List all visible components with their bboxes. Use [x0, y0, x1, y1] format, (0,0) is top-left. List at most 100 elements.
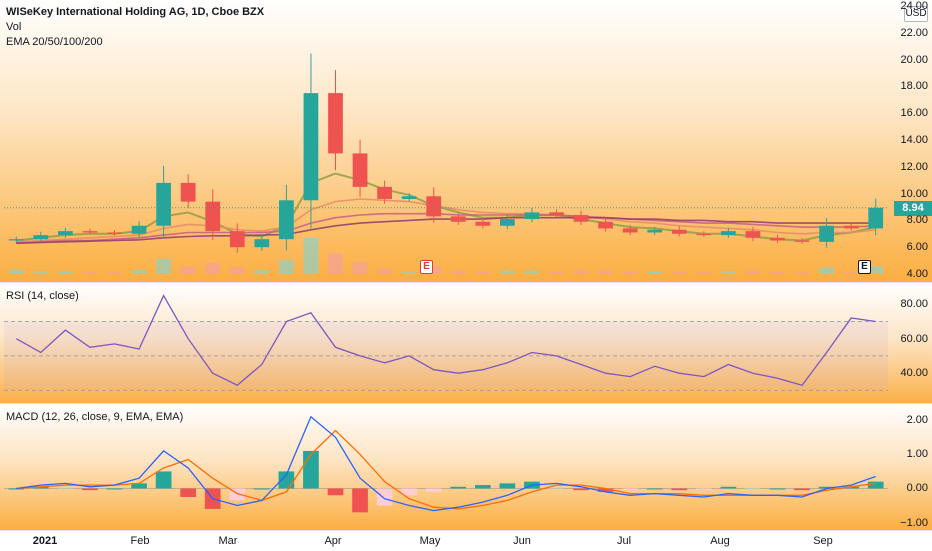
- volume-bar: [8, 269, 24, 274]
- volume-bar: [450, 270, 466, 274]
- candle: [868, 207, 884, 229]
- earnings-marker[interactable]: E: [420, 260, 433, 274]
- volume-bar: [843, 271, 859, 274]
- macd-histogram-bar: [352, 488, 368, 513]
- candle: [819, 225, 834, 242]
- volume-bar: [377, 268, 392, 274]
- pane-separator[interactable]: [0, 403, 932, 404]
- rsi-label: RSI (14, close): [6, 290, 79, 302]
- candle: [82, 231, 98, 233]
- volume-bar: [328, 253, 343, 274]
- volume-bar: [868, 266, 884, 274]
- volume-bar: [279, 260, 294, 274]
- volume-bar: [33, 271, 49, 274]
- rsi-axis-tick: 60.00: [900, 332, 928, 345]
- macd-line: [16, 415, 876, 512]
- macd-histogram-bar: [548, 486, 565, 489]
- price-axis-tick: 8.00: [906, 214, 928, 227]
- macd-chart[interactable]: [0, 404, 932, 530]
- price-axis-tick: 4.00: [906, 268, 928, 280]
- candle: [500, 219, 515, 226]
- time-axis-label: Aug: [710, 535, 730, 547]
- macd-histogram-bar: [180, 488, 197, 497]
- time-axis-label: Jul: [616, 535, 632, 547]
- candle: [229, 231, 245, 248]
- candle: [721, 231, 736, 236]
- macd-histogram-bar: [327, 488, 344, 496]
- candle: [107, 232, 122, 234]
- candle: [647, 229, 663, 233]
- macd-histogram-bar: [253, 488, 270, 490]
- rsi-chart[interactable]: [0, 283, 932, 403]
- macd-histogram-bar: [622, 488, 639, 491]
- currency-badge[interactable]: USD: [904, 6, 928, 22]
- time-axis-label: May: [419, 535, 441, 547]
- macd-axis-tick: 2.00: [906, 414, 928, 427]
- macd-histogram-bar: [843, 486, 860, 489]
- volume-bar: [107, 272, 122, 274]
- candle: [450, 216, 466, 222]
- candle: [770, 237, 785, 241]
- rsi-line: [15, 294, 876, 386]
- macd-histogram-bar: [376, 488, 393, 506]
- pane-separator[interactable]: [0, 282, 932, 283]
- candle: [671, 229, 687, 234]
- volume-bar: [229, 267, 245, 274]
- macd-histogram-bar: [106, 488, 123, 490]
- macd-histogram-bar: [794, 488, 810, 491]
- price-axis-tick: 12.00: [900, 160, 928, 173]
- volume-bar: [205, 263, 221, 274]
- time-axis[interactable]: 2021 Feb Mar Apr May Jun Jul Aug Sep: [0, 530, 932, 551]
- volume-bar: [58, 271, 73, 274]
- macd-histogram-bar: [131, 483, 147, 489]
- price-chart[interactable]: [0, 0, 932, 282]
- price-axis[interactable]: USD: [890, 0, 932, 282]
- vol-label: Vol: [6, 21, 22, 33]
- price-axis-tick: 24.00: [900, 0, 928, 12]
- candle: [401, 196, 417, 199]
- macd-pane[interactable]: MACD (12, 26, close, 9, EMA, EMA) 2.00 1.…: [0, 404, 932, 530]
- macd-histogram-bar: [82, 488, 98, 491]
- macd-histogram-bar: [695, 488, 712, 491]
- macd-histogram-bar: [8, 488, 25, 490]
- volume-bar: [180, 266, 196, 274]
- rsi-pane[interactable]: RSI (14, close) 80.00 60.00 40.00: [0, 283, 932, 403]
- candle: [622, 228, 638, 233]
- time-axis-label: Sep: [813, 535, 833, 547]
- candle: [794, 240, 810, 242]
- rsi-axis-tick: 80.00: [900, 298, 928, 311]
- macd-histogram-bar: [401, 488, 418, 496]
- ema-line: [16, 212, 876, 244]
- price-axis-tick: 22.00: [900, 26, 928, 39]
- macd-histogram-bar: [57, 486, 74, 489]
- candle: [377, 186, 392, 199]
- volume-bar: [401, 271, 417, 274]
- price-axis-tick: 20.00: [900, 53, 928, 66]
- candle: [8, 239, 24, 241]
- signal-line: [16, 429, 876, 510]
- macd-label: MACD (12, 26, close, 9, EMA, EMA): [6, 411, 184, 423]
- volume-bar: [573, 270, 589, 274]
- macd-histogram-bar: [278, 471, 295, 489]
- volume-bar: [549, 271, 564, 274]
- candle: [58, 231, 73, 236]
- macd-axis-tick: −1.00: [900, 516, 928, 529]
- candle: [33, 235, 49, 240]
- macd-histogram-bar: [818, 486, 835, 489]
- price-axis-tick: 6.00: [906, 241, 928, 254]
- volume-bar: [82, 272, 98, 274]
- candle: [328, 93, 343, 154]
- candle: [573, 215, 589, 222]
- candle: [303, 93, 319, 201]
- macd-histogram-bar: [671, 488, 688, 491]
- macd-histogram-bar: [32, 486, 49, 489]
- volume-bar: [524, 270, 540, 274]
- macd-histogram-bar: [720, 486, 737, 489]
- candle: [843, 225, 859, 229]
- volume-bar: [696, 272, 712, 274]
- earnings-marker[interactable]: E: [858, 260, 871, 274]
- macd-histogram-bar: [573, 488, 589, 491]
- volume-bar: [647, 271, 663, 274]
- price-pane[interactable]: WISeKey International Holding AG, 1D, Cb…: [0, 0, 932, 282]
- price-axis-tick: 18.00: [900, 80, 928, 93]
